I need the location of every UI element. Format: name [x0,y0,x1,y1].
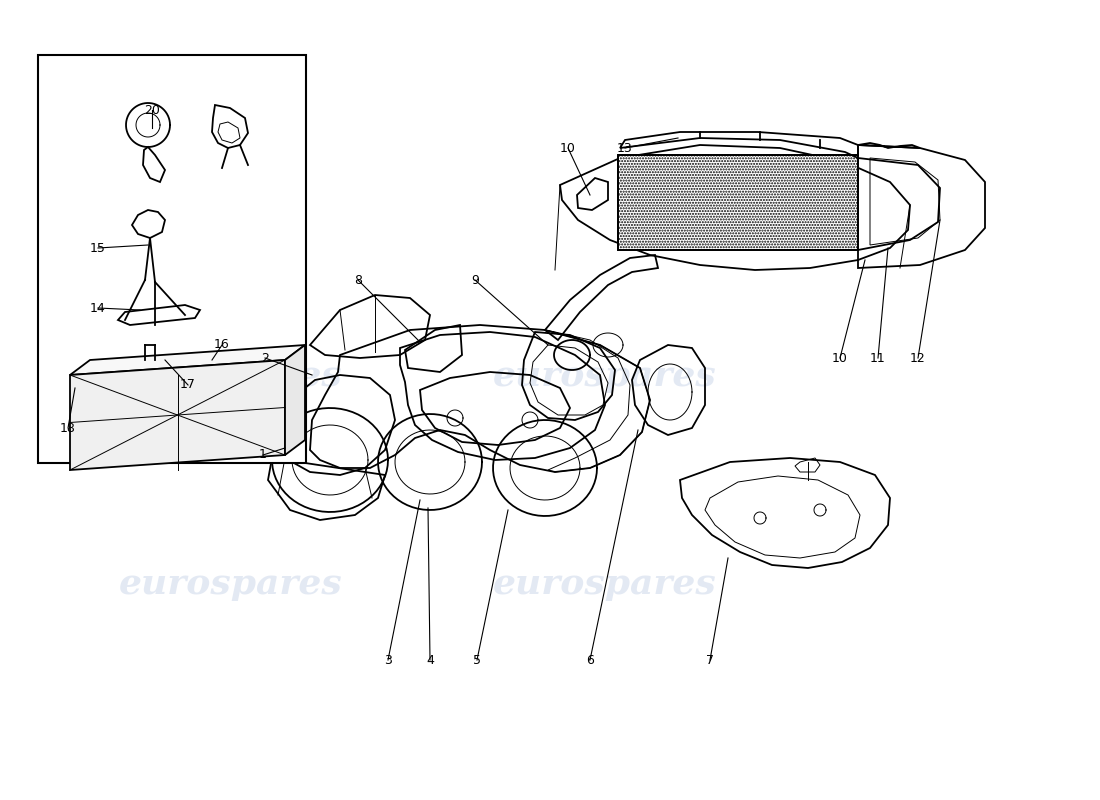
Text: eurospares: eurospares [119,567,343,601]
Text: eurospares: eurospares [493,567,717,601]
Text: 8: 8 [354,274,362,286]
Bar [39,55,306,463]
Text: 16: 16 [214,338,230,351]
Text: 1: 1 [260,449,267,462]
Text: 9: 9 [471,274,478,286]
Text: 15: 15 [90,242,106,254]
Text: 6: 6 [586,654,594,666]
Bar [618,155,858,250]
Text: 10: 10 [832,351,848,365]
Polygon shape [70,360,285,470]
Text: 3: 3 [384,654,392,666]
Text: 18: 18 [60,422,76,434]
Polygon shape [70,345,305,375]
Text: 12: 12 [910,351,926,365]
Text: 5: 5 [473,654,481,666]
Text: 7: 7 [706,654,714,666]
Text: 14: 14 [90,302,106,314]
Text: eurospares: eurospares [119,359,343,393]
Text: 17: 17 [180,378,196,391]
Text: 4: 4 [426,654,433,666]
Text: eurospares: eurospares [493,359,717,393]
Text: 10: 10 [560,142,576,154]
Polygon shape [285,345,305,455]
Text: 20: 20 [144,103,159,117]
Text: 13: 13 [617,142,632,154]
Text: 11: 11 [870,351,886,365]
Text: 2: 2 [261,351,268,365]
